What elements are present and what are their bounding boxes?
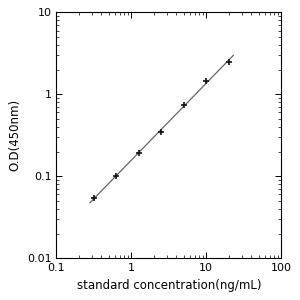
Y-axis label: O.D(450nm): O.D(450nm): [8, 99, 21, 171]
X-axis label: standard concentration(ng/mL): standard concentration(ng/mL): [76, 279, 261, 292]
